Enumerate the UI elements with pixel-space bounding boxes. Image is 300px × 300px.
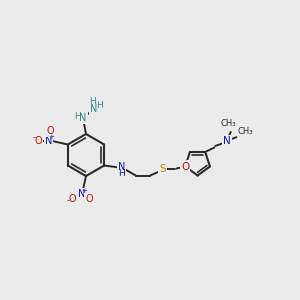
Text: -: - [32,133,35,142]
Text: N: N [78,189,85,200]
Text: N: N [45,136,52,146]
Text: H: H [118,169,125,178]
Text: +: + [49,134,54,140]
Text: H: H [90,97,96,106]
Text: N: N [118,163,125,172]
Text: -: - [67,196,70,205]
Text: O: O [34,136,42,146]
Text: O: O [46,126,54,136]
Text: N: N [79,113,87,123]
Text: O: O [85,194,93,204]
Text: H: H [96,101,103,110]
Text: CH₃: CH₃ [220,119,236,128]
Text: O: O [181,161,189,172]
Text: N: N [223,136,231,146]
Text: O: O [69,194,76,204]
Text: S: S [159,164,166,173]
Text: N: N [90,104,98,114]
Text: +: + [81,188,87,194]
Text: H: H [74,112,81,122]
Text: CH₃: CH₃ [238,127,253,136]
